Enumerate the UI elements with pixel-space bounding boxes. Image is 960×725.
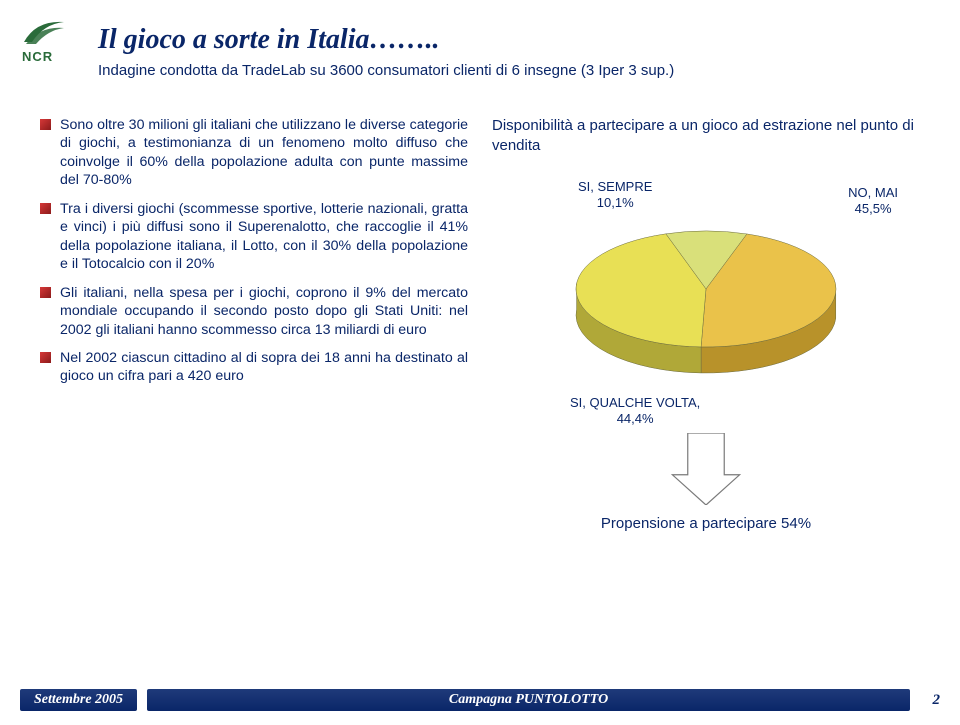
- slice-label-nomai: NO, MAI 45,5%: [848, 185, 898, 218]
- pie-chart: SI, SEMPRE 10,1% NO, MAI 45,5% SI, QUALC…: [492, 167, 920, 527]
- bullet-list: Sono oltre 30 milioni gli italiani che u…: [40, 116, 468, 386]
- slice-label-text: NO, MAI: [848, 185, 898, 200]
- bullet-item: Sono oltre 30 milioni gli italiani che u…: [40, 116, 468, 190]
- slice-value-text: 45,5%: [855, 201, 892, 216]
- footer-campaign: Campagna PUNTOLOTTO: [147, 689, 910, 711]
- propensione-text: Propensione a partecipare 54%: [492, 515, 920, 532]
- chart-column: Disponibilità a partecipare a un gioco a…: [492, 108, 920, 675]
- bullet-item: Gli italiani, nella spesa per i giochi, …: [40, 284, 468, 339]
- slice-label-text: SI, SEMPRE: [578, 179, 652, 194]
- bullet-item: Nel 2002 ciascun cittadino al di sopra d…: [40, 349, 468, 386]
- slice-label-sempre: SI, SEMPRE 10,1%: [578, 179, 652, 212]
- logo-text: NCR: [22, 49, 82, 64]
- slice-value-text: 44,4%: [617, 411, 654, 426]
- chart-title: Disponibilità a partecipare a un gioco a…: [492, 116, 920, 155]
- footer: Settembre 2005 Campagna PUNTOLOTTO 2: [0, 689, 960, 711]
- content-area: Sono oltre 30 milioni gli italiani che u…: [40, 108, 920, 675]
- slice-label-text: SI, QUALCHE VOLTA,: [570, 395, 700, 410]
- slice-value-text: 10,1%: [597, 195, 634, 210]
- pie-chart-svg: [546, 189, 866, 409]
- slice-label-qualche: SI, QUALCHE VOLTA, 44,4%: [570, 395, 700, 428]
- footer-date: Settembre 2005: [20, 689, 137, 711]
- page-title: Il gioco a sorte in Italia……..: [98, 24, 439, 56]
- down-arrow-icon: [658, 433, 754, 505]
- logo-swoosh-icon: [22, 18, 66, 46]
- footer-page-number: 2: [920, 692, 940, 709]
- bullets-column: Sono oltre 30 milioni gli italiani che u…: [40, 108, 468, 675]
- page-subtitle: Indagine condotta da TradeLab su 3600 co…: [98, 62, 674, 79]
- brand-logo: NCR: [22, 18, 82, 64]
- bullet-item: Tra i diversi giochi (scommesse sportive…: [40, 200, 468, 274]
